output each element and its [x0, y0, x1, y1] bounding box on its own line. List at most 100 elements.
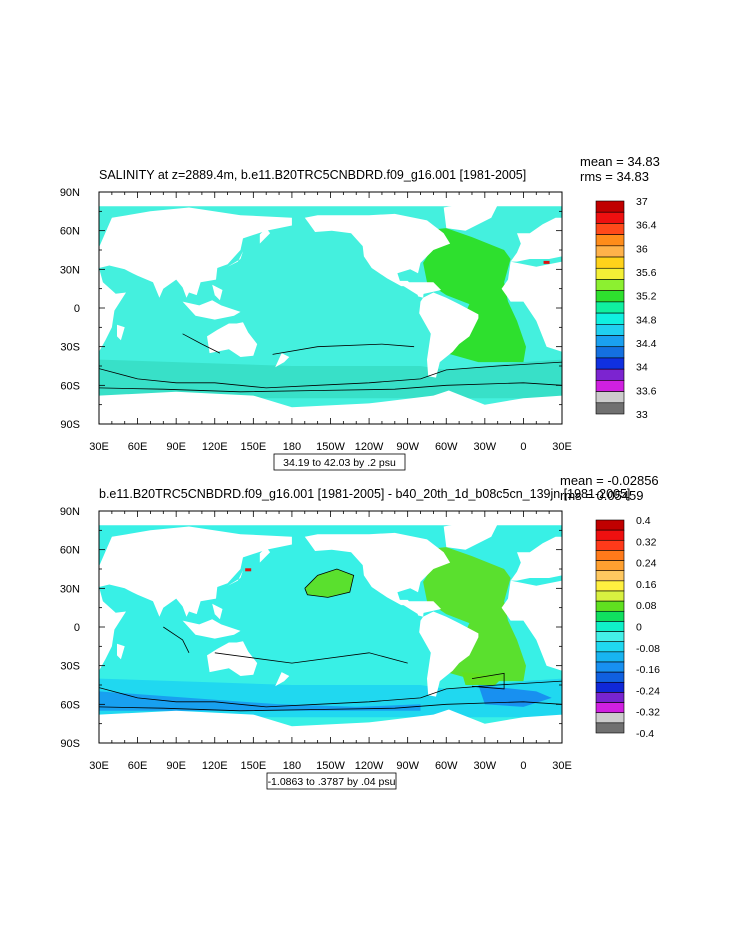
- colorbar-box: [595, 621, 625, 632]
- y-tick-label: 90N: [60, 187, 80, 199]
- shelf-japan: [227, 570, 243, 586]
- land-southAm: [419, 292, 479, 378]
- colorbar-box: [595, 346, 625, 359]
- panel-title: SALINITY at z=2889.4m, b.e11.B20TRC5CNBD…: [99, 168, 526, 182]
- y-tick-label: 60N: [60, 545, 80, 557]
- colorbar-box: [595, 570, 625, 582]
- shelf-japan: [227, 251, 243, 267]
- land-asia: [99, 207, 292, 298]
- y-tick-label: 90S: [60, 419, 80, 431]
- rms-label: rms = 0.05459: [560, 488, 643, 503]
- x-tick-label: 90W: [396, 441, 419, 453]
- colorbar-label: 34.4: [636, 338, 657, 350]
- colorbar-box: [595, 702, 625, 714]
- land-southAm: [419, 611, 479, 697]
- x-tick-label: 60E: [128, 760, 148, 772]
- colorbar-box: [595, 519, 625, 531]
- land-antarctica: [99, 709, 562, 743]
- land-antarctica: [99, 390, 562, 424]
- colorbar-box: [595, 590, 625, 602]
- land-greenland: [443, 521, 498, 550]
- colorbar-box: [595, 692, 625, 703]
- contour-line: [99, 361, 562, 389]
- southern-low-band: [99, 691, 421, 711]
- shelf-kamchatka: [259, 228, 271, 244]
- colorbar-label: 34.8: [636, 314, 657, 326]
- colorbar-label: 0.16: [636, 579, 657, 591]
- colorbar-box: [595, 529, 625, 541]
- colorbar-label: 36.4: [636, 220, 657, 232]
- colorbar-box: [595, 539, 625, 551]
- land-europe: [510, 217, 562, 262]
- colorbar-label: -0.24: [636, 685, 660, 697]
- x-tick-label: 30E: [89, 441, 109, 453]
- shelf-caribbean: [397, 282, 442, 296]
- x-tick-label: 30E: [552, 441, 572, 453]
- y-tick-label: 0: [74, 303, 80, 315]
- colorbar-box: [595, 600, 625, 612]
- land-westAfrica: [501, 580, 562, 671]
- colorbar-label: 0.32: [636, 536, 657, 548]
- colorbar-box: [595, 256, 625, 269]
- colorbar-box: [595, 245, 625, 258]
- colorbar-box: [595, 402, 625, 415]
- y-tick-label: 0: [74, 622, 80, 634]
- salinity-colorbar: 37 36.4 36 35.6 35.2 34.8 34.4 34 33.6 33: [595, 196, 657, 421]
- colorbar-label: 37: [636, 196, 648, 208]
- land-northAm: [304, 532, 451, 617]
- contour-line: [163, 626, 190, 653]
- difference-colorbar: 0.4 0.32 0.24 0.16 0.08 0 -0.08 -0.16 -0.24 -0.32…: [595, 515, 660, 740]
- land-europe: [510, 536, 562, 581]
- y-tick-label: 30N: [60, 583, 80, 595]
- x-tick-label: 150E: [240, 760, 266, 772]
- x-tick-label: 0: [520, 760, 526, 772]
- colorbar-box: [595, 661, 625, 673]
- x-tick-label: 120E: [202, 760, 228, 772]
- x-tick-label: 30W: [474, 441, 497, 453]
- x-tick-label: 120E: [202, 441, 228, 453]
- colorbar-box: [595, 290, 625, 303]
- colorbar-box: [595, 357, 625, 370]
- contour-line: [304, 568, 355, 598]
- shelf-indonesia: [182, 300, 241, 320]
- x-tick-label: 30W: [474, 760, 497, 772]
- colorbar-label: 0.4: [636, 515, 651, 527]
- atlantic-field: [420, 228, 526, 363]
- shelf-philippines: [212, 603, 223, 620]
- y-tick-label: 30S: [60, 342, 80, 354]
- colorbar-label: 33.6: [636, 385, 657, 397]
- colorbar-label: 36: [636, 243, 648, 255]
- x-tick-label: 150E: [240, 441, 266, 453]
- contour-info-box: [266, 772, 397, 790]
- contour-line: [99, 701, 562, 712]
- x-tick-label: 60E: [128, 441, 148, 453]
- southern-ocean-band: [99, 359, 562, 399]
- colorbar-box: [595, 610, 625, 622]
- x-tick-label: 120W: [355, 760, 384, 772]
- contour-line: [272, 343, 415, 355]
- x-tick-label: 180: [283, 760, 301, 772]
- colorbar-box: [595, 267, 625, 280]
- rms-label: rms = 34.83: [580, 169, 649, 184]
- x-tick-label: 150W: [316, 441, 345, 453]
- atlantic-field: [420, 547, 526, 682]
- colorbar-box: [595, 368, 625, 381]
- colorbar-label: -0.32: [636, 707, 660, 719]
- y-tick-label: 60N: [60, 226, 80, 238]
- y-tick-label: 90S: [60, 738, 80, 750]
- colorbar-label: 34: [636, 362, 648, 374]
- x-tick-label: 30E: [552, 760, 572, 772]
- x-tick-label: 120W: [355, 441, 384, 453]
- colorbar-box: [595, 312, 625, 325]
- colorbar-box: [595, 279, 625, 291]
- x-tick-label: 90W: [396, 760, 419, 772]
- land-asia: [99, 526, 292, 617]
- contour-line: [182, 333, 221, 354]
- colorbar-box: [595, 671, 625, 683]
- colorbar-box: [595, 200, 625, 213]
- x-tick-label: 90E: [166, 441, 186, 453]
- colorbar-box: [595, 560, 625, 572]
- contour-line: [99, 382, 562, 393]
- colorbar-label: 0.24: [636, 558, 657, 570]
